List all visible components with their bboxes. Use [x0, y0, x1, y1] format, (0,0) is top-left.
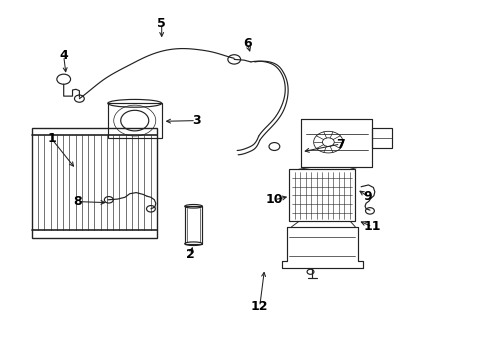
Text: 6: 6	[243, 37, 252, 50]
Bar	[372, 128, 392, 148]
Bar	[32, 128, 157, 238]
Text: 11: 11	[364, 220, 381, 233]
Text: 9: 9	[363, 190, 372, 203]
Text: 12: 12	[251, 300, 269, 313]
Bar	[185, 206, 202, 244]
Text: 4: 4	[59, 49, 68, 62]
Text: 1: 1	[47, 132, 56, 145]
Text: 2: 2	[186, 248, 195, 261]
Text: 7: 7	[336, 138, 345, 150]
Text: 5: 5	[157, 17, 166, 30]
Bar	[108, 103, 162, 138]
Bar	[289, 169, 355, 221]
Text: 8: 8	[73, 195, 82, 208]
Text: 3: 3	[192, 114, 200, 127]
Text: 10: 10	[266, 193, 283, 206]
